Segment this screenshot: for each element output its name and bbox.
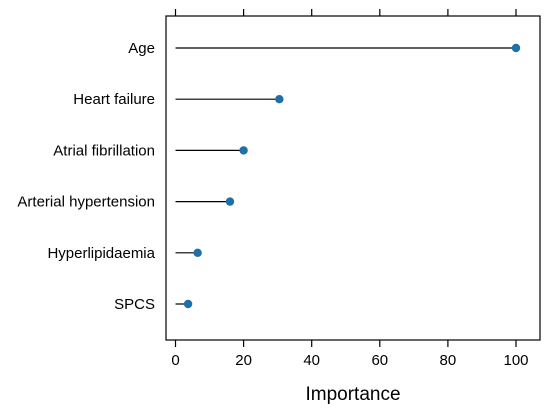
data-point bbox=[275, 95, 284, 104]
data-point bbox=[225, 197, 235, 206]
data-point bbox=[239, 146, 248, 155]
x-tick-group: 0 20 40 60 80 100 bbox=[171, 9, 529, 369]
data-point bbox=[183, 299, 193, 309]
plot-frame bbox=[165, 15, 541, 341]
category-label: Arterial hypertension bbox=[17, 194, 155, 211]
x-tick-label: 100 bbox=[503, 352, 528, 369]
x-axis-title: Importance bbox=[305, 384, 400, 405]
category-label: SPCS bbox=[114, 296, 155, 313]
category-label: Age bbox=[128, 40, 155, 57]
point-group bbox=[183, 43, 521, 309]
x-tick-label: 20 bbox=[235, 352, 252, 369]
data-point bbox=[193, 248, 202, 257]
category-label: Hyperlipidaemia bbox=[47, 245, 155, 262]
data-point bbox=[511, 43, 521, 53]
category-label: Atrial fibrillation bbox=[53, 142, 155, 159]
category-label-group: Age Heart failure Atrial fibrillation Arter… bbox=[17, 40, 155, 313]
x-tick-label: 0 bbox=[171, 352, 179, 369]
x-tick-label: 80 bbox=[440, 352, 457, 369]
x-tick-label: 40 bbox=[303, 352, 320, 369]
category-label: Heart failure bbox=[73, 91, 155, 108]
x-tick-label: 60 bbox=[371, 352, 388, 369]
stem-group bbox=[175, 47, 516, 305]
